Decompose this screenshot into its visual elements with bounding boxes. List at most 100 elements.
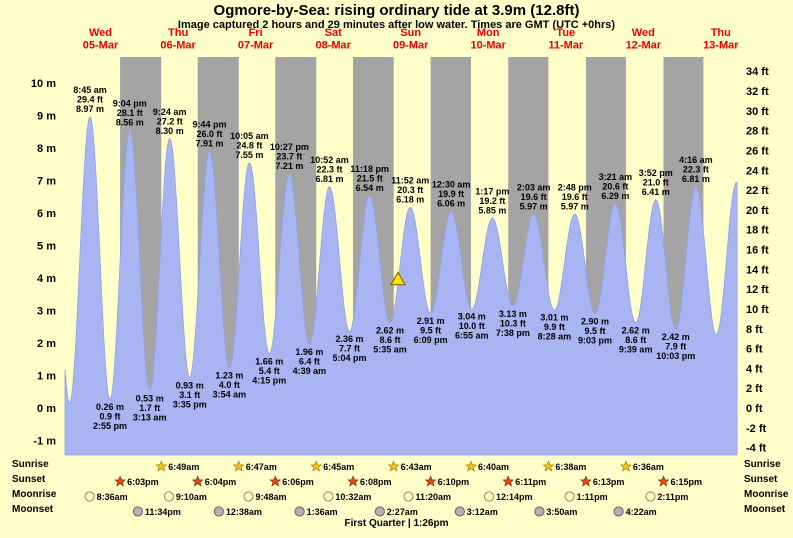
moonrise-icon (564, 491, 575, 502)
moonset-icon (454, 506, 465, 517)
low-tide-annotation: 3.04 m 10.0 ft 6:55 am (455, 312, 489, 341)
y-axis-right-tick: 14 ft (746, 264, 769, 276)
y-axis-left-tick: 9 m (37, 111, 56, 123)
y-axis-right-tick: 30 ft (746, 106, 769, 118)
moonrise-icon (243, 491, 254, 502)
moon-phase-text: First Quarter | 1:26pm (344, 518, 449, 529)
moonset-icon (132, 506, 143, 517)
sunset-time: 6:15pm (671, 477, 703, 487)
moonset-time: 3:50am (546, 507, 577, 517)
moonset-time: 4:22am (626, 507, 657, 517)
sunset-time: 6:08pm (360, 477, 392, 487)
high-tide-annotation: 10:05 am 24.8 ft 7.55 m (230, 131, 269, 160)
moonset-time: 1:36am (307, 507, 338, 517)
sunrise-icon (232, 460, 245, 472)
moonrise-time: 10:32am (335, 492, 371, 502)
sunrise-time: 6:36am (633, 462, 664, 472)
y-axis-right-tick: -2 ft (746, 423, 767, 435)
sunrise-time: 6:45am (323, 462, 354, 472)
y-axis-left-tick: 0 m (37, 403, 56, 415)
sunset-time: 6:03pm (127, 477, 159, 487)
chart-subtitle: Image captured 2 hours and 29 minutes af… (177, 19, 616, 31)
y-axis-left-tick: 1 m (37, 371, 56, 383)
low-tide-annotation: 1.96 m 6.4 ft 4:39 am (293, 347, 327, 376)
sunset-icon (424, 475, 437, 487)
moonset-icon (213, 506, 224, 517)
y-axis-left-tick: 6 m (37, 208, 56, 220)
moonset-icon (534, 506, 545, 517)
low-tide-annotation: 3.01 m 9.9 ft 8:28 am (538, 313, 572, 342)
moonset-row-label-right: Moonset (744, 504, 786, 515)
sunset-icon (191, 475, 204, 487)
sunset-row-label-right: Sunset (744, 474, 778, 485)
moonrise-time: 1:11pm (577, 492, 608, 502)
day-label: Wed 12-Mar (626, 27, 662, 52)
sunset-icon (580, 475, 592, 487)
y-axis-right-tick: 18 ft (746, 225, 769, 237)
y-axis-right-tick: 6 ft (746, 344, 763, 356)
moonset-icon (374, 506, 385, 517)
low-tide-annotation: 2.62 m 8.6 ft 9:39 am (619, 325, 653, 354)
low-tide-annotation: 2.90 m 9.5 ft 9:03 pm (578, 316, 612, 345)
moonrise-time: 9:10am (176, 492, 207, 502)
moonset-row-label-left: Moonset (12, 504, 54, 515)
high-tide-annotation: 2:48 pm 19.6 ft 5.97 m (558, 183, 592, 212)
day-label: Thu 06-Mar (160, 27, 196, 52)
y-axis-right-tick: 2 ft (746, 383, 763, 395)
tide-curve (64, 116, 738, 456)
moonrise-icon (323, 491, 334, 502)
sunrise-icon (310, 460, 323, 472)
day-label: Tue 11-Mar (548, 27, 584, 52)
y-axis-left-tick: 8 m (37, 143, 56, 155)
y-axis-right-tick: 22 ft (746, 185, 769, 197)
sunrise-row-label-right: Sunrise (744, 459, 781, 470)
y-axis-left-tick: 4 m (37, 273, 56, 285)
sunrise-time: 6:40am (478, 462, 509, 472)
moonrise-row-label-left: Moonrise (12, 489, 57, 500)
low-tide-annotation: 0.93 m 3.1 ft 3:35 pm (173, 380, 207, 409)
moonrise-icon (645, 491, 656, 502)
chart-title: Ogmore-by-Sea: rising ordinary tide at 3… (213, 2, 580, 19)
moonrise-time: 2:11pm (657, 492, 688, 502)
low-tide-annotation: 2.91 m 9.5 ft 6:09 pm (414, 316, 448, 345)
sunset-time: 6:11pm (515, 477, 546, 487)
day-label: Sun 09-Mar (393, 27, 429, 52)
sunset-row-label-left: Sunset (12, 474, 46, 485)
y-axis-left-tick: 2 m (37, 338, 56, 350)
day-label: Fri 07-Mar (238, 27, 274, 52)
sunset-time: 6:10pm (438, 477, 470, 487)
moonrise-time: 9:48am (256, 492, 287, 502)
sunset-icon (114, 475, 126, 487)
y-axis-right-tick: 24 ft (746, 165, 769, 177)
high-tide-annotation: 3:21 am 20.6 ft 6.29 m (599, 172, 633, 201)
y-axis-right-tick: 12 ft (746, 284, 769, 296)
high-tide-annotation: 10:52 am 22.3 ft 6.81 m (310, 155, 349, 184)
low-tide-annotation: 2.42 m 7.9 ft 10:03 pm (656, 332, 695, 361)
moonrise-icon (84, 491, 95, 502)
sunset-icon (347, 475, 359, 487)
sunrise-icon (465, 460, 477, 472)
high-tide-annotation: 9:24 am 27.2 ft 8.30 m (153, 107, 187, 136)
moonrise-icon (483, 491, 495, 502)
low-tide-annotation: 2.62 m 8.6 ft 5:35 am (373, 325, 407, 354)
sunrise-icon (542, 460, 555, 472)
moonset-time: 3:12am (467, 507, 498, 517)
day-label: Thu 13-Mar (703, 27, 739, 52)
low-tide-annotation: 0.26 m 0.9 ft 2:55 pm (93, 402, 127, 431)
high-tide-annotation: 3:52 pm 21.0 ft 6.41 m (639, 168, 673, 197)
y-axis-left-tick: 7 m (37, 176, 56, 188)
moonset-icon (613, 506, 624, 517)
sunrise-time: 6:49am (168, 462, 199, 472)
y-axis-right-tick: -4 ft (746, 443, 767, 455)
sunset-time: 6:13pm (593, 477, 625, 487)
y-axis-left-tick: 3 m (37, 306, 56, 318)
sunset-icon (657, 475, 670, 487)
low-tide-annotation: 3.13 m 10.3 ft 7:38 pm (496, 309, 530, 338)
moonrise-icon (403, 491, 414, 502)
y-axis-left-tick: -1 m (33, 436, 56, 448)
high-tide-annotation: 9:44 pm 26.0 ft 7.91 m (192, 119, 226, 148)
high-tide-annotation: 4:16 am 22.3 ft 6.81 m (679, 155, 713, 184)
moonset-time: 12:38am (226, 507, 262, 517)
day-label: Mon 10-Mar (470, 27, 506, 52)
y-axis-left-tick: 10 m (31, 78, 56, 90)
